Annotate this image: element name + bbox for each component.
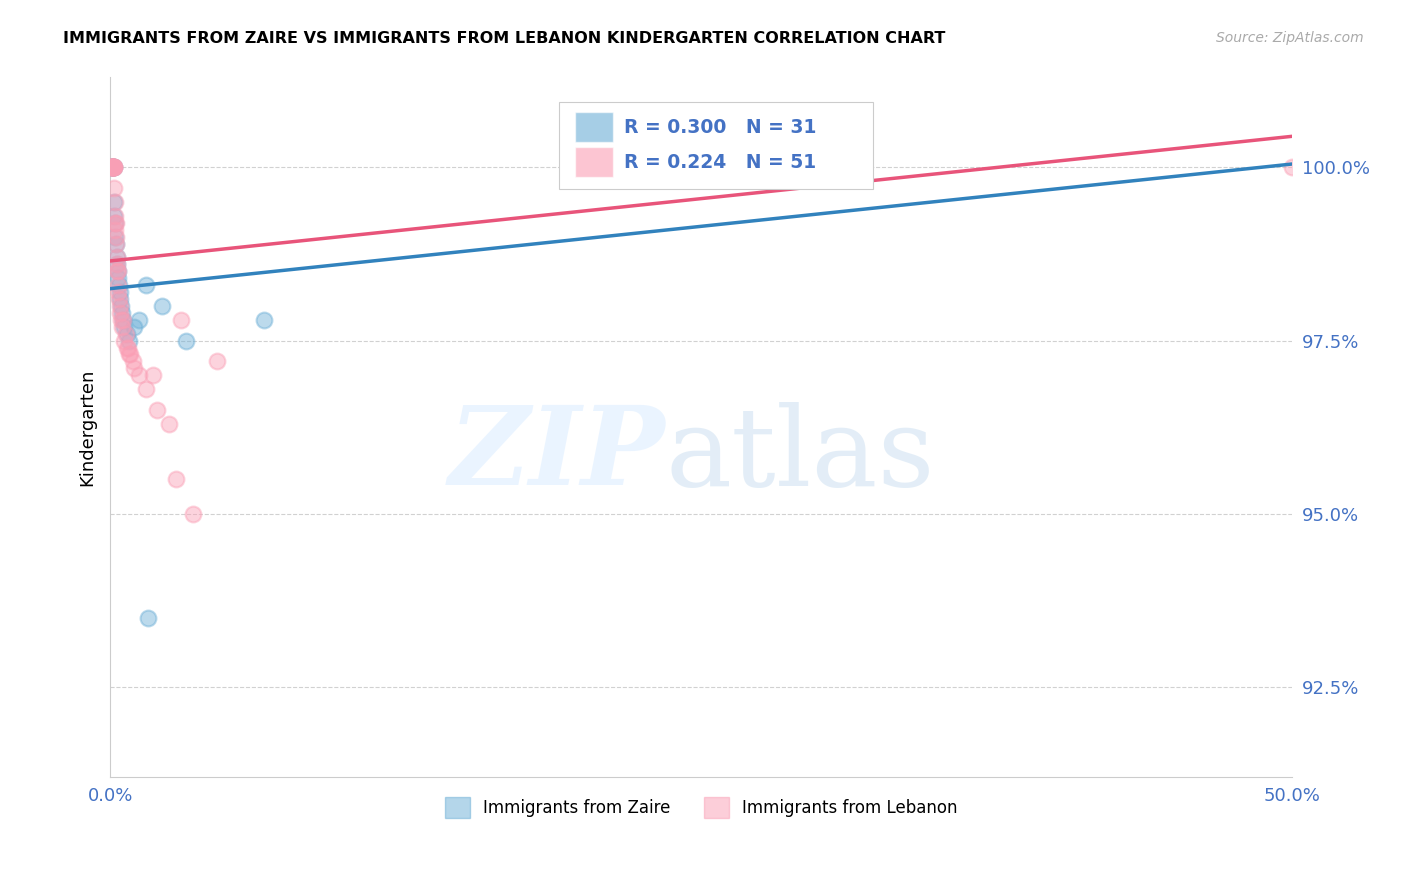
Point xyxy=(112,334,135,348)
Point xyxy=(107,278,129,293)
Point xyxy=(104,195,127,210)
Point xyxy=(103,161,125,175)
Point xyxy=(115,326,138,341)
Point xyxy=(105,264,128,278)
Point xyxy=(150,299,173,313)
Text: IMMIGRANTS FROM ZAIRE VS IMMIGRANTS FROM LEBANON KINDERGARTEN CORRELATION CHART: IMMIGRANTS FROM ZAIRE VS IMMIGRANTS FROM… xyxy=(63,31,946,46)
Point xyxy=(101,161,124,175)
Point xyxy=(128,313,150,327)
Point xyxy=(101,161,124,175)
Point xyxy=(165,472,187,486)
Point xyxy=(104,216,127,230)
Point xyxy=(118,347,141,361)
Point xyxy=(135,382,157,396)
Point xyxy=(103,161,125,175)
Point xyxy=(101,161,124,175)
FancyBboxPatch shape xyxy=(575,112,613,142)
Point xyxy=(112,313,135,327)
Point xyxy=(107,264,129,278)
Point xyxy=(110,313,132,327)
Text: R = 0.224   N = 51: R = 0.224 N = 51 xyxy=(624,153,817,171)
Point xyxy=(181,507,204,521)
Point xyxy=(157,417,180,431)
Point xyxy=(108,278,131,293)
Y-axis label: Kindergarten: Kindergarten xyxy=(79,368,96,486)
Text: R = 0.300   N = 31: R = 0.300 N = 31 xyxy=(624,118,817,136)
Point xyxy=(108,292,131,306)
Point xyxy=(117,341,139,355)
Point xyxy=(122,319,145,334)
Point xyxy=(100,161,122,175)
Point xyxy=(174,334,197,348)
Point xyxy=(103,161,125,175)
Point xyxy=(105,236,128,251)
Text: ZIP: ZIP xyxy=(449,401,665,508)
Point xyxy=(103,195,125,210)
Point xyxy=(115,341,138,355)
Point xyxy=(136,610,159,624)
Text: Source: ZipAtlas.com: Source: ZipAtlas.com xyxy=(1216,31,1364,45)
Point xyxy=(105,257,128,271)
Point xyxy=(101,161,124,175)
Point xyxy=(104,216,127,230)
Point xyxy=(170,313,193,327)
Point xyxy=(103,161,125,175)
Point xyxy=(101,161,124,175)
FancyBboxPatch shape xyxy=(575,147,613,177)
Point xyxy=(120,347,142,361)
Point xyxy=(105,251,128,265)
Point xyxy=(135,278,157,293)
Point xyxy=(108,306,131,320)
Point xyxy=(101,161,124,175)
Point xyxy=(101,161,124,175)
Point xyxy=(111,319,134,334)
Point xyxy=(101,161,124,175)
Point xyxy=(105,216,128,230)
Text: atlas: atlas xyxy=(665,401,935,508)
Point xyxy=(105,257,128,271)
Point xyxy=(108,292,131,306)
Point xyxy=(105,251,128,265)
Point xyxy=(118,334,141,348)
Point xyxy=(110,299,132,313)
Point xyxy=(107,271,129,285)
Point xyxy=(105,236,128,251)
FancyBboxPatch shape xyxy=(560,102,873,189)
Point xyxy=(122,361,145,376)
Point xyxy=(205,354,228,368)
Point xyxy=(111,306,134,320)
Point xyxy=(112,313,135,327)
Point xyxy=(108,285,131,299)
Point xyxy=(1281,161,1303,175)
Point xyxy=(103,181,125,195)
Point xyxy=(104,229,127,244)
Point xyxy=(121,354,143,368)
Point xyxy=(108,299,131,313)
Point xyxy=(104,209,127,223)
Point xyxy=(103,161,125,175)
Point xyxy=(104,223,127,237)
Point xyxy=(100,161,122,175)
Point xyxy=(101,161,124,175)
Point xyxy=(114,326,136,341)
Point xyxy=(104,229,127,244)
Point xyxy=(253,313,276,327)
Point xyxy=(146,402,169,417)
Point xyxy=(107,264,129,278)
Point xyxy=(100,161,122,175)
Point xyxy=(142,368,165,383)
Point xyxy=(103,209,125,223)
Point xyxy=(112,319,135,334)
Point xyxy=(103,161,125,175)
Point xyxy=(107,285,129,299)
Point xyxy=(128,368,150,383)
Legend: Immigrants from Zaire, Immigrants from Lebanon: Immigrants from Zaire, Immigrants from L… xyxy=(439,791,965,824)
Point xyxy=(103,161,125,175)
